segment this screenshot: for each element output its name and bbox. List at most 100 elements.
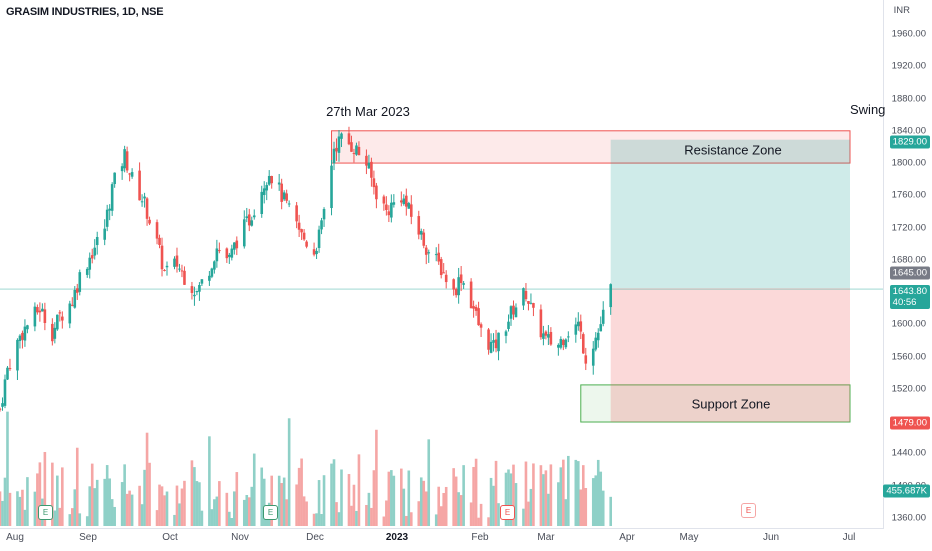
y-tick-label: 1560.00 (891, 351, 926, 363)
candle-body (287, 203, 291, 205)
volume-bar (138, 485, 141, 526)
volume-bar (270, 475, 274, 526)
candle-body (337, 136, 341, 153)
volume-bar (332, 459, 336, 526)
volume-bar (61, 467, 64, 526)
candle-body (549, 331, 553, 345)
candle-body (143, 196, 146, 199)
volume-bar (539, 465, 543, 526)
candle-body (439, 259, 443, 276)
candle-body (320, 220, 323, 230)
candle-body (317, 229, 321, 248)
volume-bar (559, 467, 563, 526)
candle-body (385, 204, 388, 211)
candle-body (544, 331, 548, 336)
candle-body (173, 258, 176, 267)
candle-body (195, 290, 199, 293)
candle-body (90, 255, 94, 259)
candle-body (514, 307, 518, 318)
candle-body (609, 284, 613, 308)
candle-body (145, 198, 149, 219)
candle-body (233, 242, 236, 250)
candle-body (507, 321, 510, 329)
volume-bar (437, 486, 441, 526)
volume-bar (581, 465, 585, 526)
candle-body (375, 185, 378, 200)
earnings-icon[interactable]: E (741, 503, 756, 518)
earnings-icon[interactable]: E (263, 505, 278, 520)
last-price-tag: 1643.80 40:56 (889, 285, 930, 309)
volume-bar (350, 505, 353, 526)
volume-bar (472, 466, 475, 526)
volume-bar (252, 453, 256, 526)
volume-bar (163, 495, 166, 526)
candle-body (230, 248, 234, 258)
volume-bar (594, 475, 598, 526)
candle-body (576, 321, 580, 327)
candle-body (407, 203, 411, 209)
volume-bar (195, 481, 199, 526)
candle-body (562, 339, 565, 346)
chart-title: GRASIM INDUSTRIES, 1D, NSE (6, 6, 164, 18)
volume-bar (387, 471, 391, 526)
candle-body (208, 275, 211, 281)
candle-body (108, 208, 111, 211)
candle-body (61, 316, 64, 321)
volume-bar (103, 478, 106, 526)
volume-bar (322, 475, 326, 526)
earnings-icon[interactable]: E (500, 505, 515, 520)
candle-body (41, 308, 44, 312)
price-chart[interactable] (0, 0, 884, 528)
volume-bar (492, 485, 495, 526)
volume-bar (88, 486, 92, 526)
volume-bar (330, 463, 333, 526)
volume-bar (591, 478, 595, 526)
volume-bar (262, 478, 266, 526)
candle-body (155, 222, 159, 239)
volume-bar (599, 471, 603, 526)
candle-body (347, 133, 351, 145)
candle-body (140, 201, 144, 203)
candle-body (16, 339, 19, 371)
volume-bar (210, 509, 214, 526)
volume-bar (544, 470, 548, 526)
volume-bar (16, 491, 19, 526)
price-axis[interactable] (883, 0, 932, 528)
volume-bar (297, 467, 301, 526)
candle-body (247, 214, 251, 226)
candle-body (277, 182, 281, 185)
volume-bar (175, 485, 179, 526)
candle-body (472, 306, 475, 309)
volume-bar (180, 488, 184, 526)
candle-body (0, 408, 2, 410)
volume-bar (532, 463, 535, 526)
volume-bar (215, 496, 219, 526)
candle-body (158, 237, 161, 245)
candle-body (36, 307, 39, 313)
volume-bar (280, 483, 283, 526)
earnings-icon[interactable]: E (38, 505, 53, 520)
volume-bar (372, 470, 376, 526)
candle-body (148, 219, 151, 224)
volume-bar (459, 495, 463, 526)
volume-bar (250, 486, 254, 526)
volume-bar (245, 494, 249, 526)
volume-tag: 455.687K (883, 484, 930, 498)
countdown-timer: 40:56 (892, 297, 917, 308)
volume-bar (609, 496, 613, 526)
time-axis[interactable] (0, 528, 884, 551)
volume-bar (375, 429, 378, 526)
candle-body (190, 286, 194, 293)
candle-body (23, 326, 27, 341)
candle-body (128, 173, 131, 175)
volume-bar (390, 470, 393, 526)
volume-bar (145, 432, 149, 526)
candle-body (175, 255, 179, 267)
volume-bar (365, 504, 368, 526)
candle-body (596, 332, 600, 341)
volume-bar (218, 481, 221, 526)
y-tick-label: 1800.00 (891, 157, 926, 169)
volume-bar (130, 494, 134, 526)
candle-body (350, 142, 353, 152)
volume-bar (320, 514, 323, 526)
